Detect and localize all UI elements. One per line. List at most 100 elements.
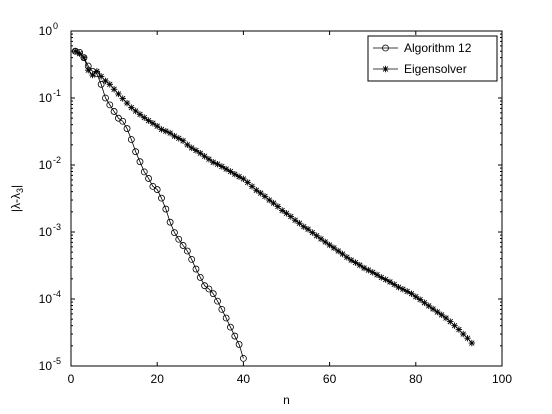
star-stroke (72, 48, 79, 54)
y-tick-base: 10 (39, 158, 53, 172)
star-stroke (292, 217, 298, 223)
star-stroke (141, 114, 147, 121)
data-point-algorithm-12 (149, 182, 157, 190)
star-stroke (167, 130, 173, 136)
data-point-algorithm-12 (175, 235, 183, 243)
star-stroke (214, 161, 221, 167)
star-stroke (176, 135, 182, 142)
data-point-eigensolver (240, 175, 247, 183)
data-point-eigensolver (313, 232, 320, 239)
star-stroke (365, 267, 372, 273)
star-stroke (309, 229, 316, 236)
star-stroke (115, 91, 122, 97)
data-point-eigensolver (110, 86, 118, 93)
star-stroke (382, 276, 389, 283)
y-axis-label-main: |λ-λ (9, 193, 23, 212)
y-tick-label: 10 (39, 225, 53, 239)
data-point-eigensolver (184, 141, 191, 149)
star-stroke (197, 150, 204, 156)
y-tick-base: 10 (39, 359, 53, 373)
data-point-eigensolver (317, 235, 325, 243)
y-axis-label: |λ-λ3| (9, 185, 25, 212)
data-point-algorithm-12 (196, 274, 204, 281)
star-stroke (158, 126, 165, 133)
y-tick-base: 10 (39, 225, 53, 239)
star-stroke (296, 220, 303, 226)
data-point-eigensolver (149, 120, 157, 127)
data-point-eigensolver (339, 250, 346, 258)
y-tick-exponent: 0 (53, 21, 58, 31)
star-stroke (447, 318, 453, 325)
star-stroke (270, 200, 277, 206)
star-stroke (150, 120, 156, 126)
data-point-algorithm-12 (162, 205, 170, 213)
star-stroke (180, 138, 186, 144)
star-stroke (163, 128, 169, 134)
data-point-eigensolver (335, 247, 342, 255)
data-point-algorithm-12 (132, 148, 140, 156)
star-stroke (111, 86, 117, 92)
data-point-eigensolver (197, 150, 204, 157)
data-point-eigensolver (119, 95, 126, 102)
data-point-algorithm-12 (209, 290, 217, 298)
star-stroke (369, 269, 376, 276)
y-tick-exponent: -4 (53, 289, 61, 299)
star-stroke (201, 153, 208, 159)
data-point-algorithm-12 (183, 247, 191, 255)
x-tick-label: 60 (323, 372, 337, 386)
data-point-eigensolver (304, 226, 312, 233)
data-point-algorithm-12 (239, 354, 247, 362)
data-point-eigensolver (192, 147, 200, 154)
star-stroke (244, 179, 251, 186)
y-tick-exponent: -5 (53, 356, 61, 366)
star-stroke (253, 187, 260, 193)
data-point-eigensolver (80, 54, 88, 61)
star-stroke (124, 100, 130, 106)
data-point-eigensolver (309, 229, 316, 236)
data-point-eigensolver (429, 305, 437, 313)
series-eigensolver (72, 47, 476, 347)
data-point-algorithm-12 (106, 101, 114, 109)
data-point-algorithm-12 (127, 136, 135, 143)
data-point-eigensolver (451, 322, 458, 329)
data-point-algorithm-12 (140, 168, 148, 176)
data-point-algorithm-12 (145, 175, 152, 182)
data-point-algorithm-12 (179, 242, 187, 249)
star-stroke (361, 265, 367, 271)
star-stroke (232, 171, 238, 177)
star-stroke (120, 95, 126, 102)
y-tick-label: 10 (39, 292, 53, 306)
data-point-eigensolver (287, 213, 295, 220)
star-stroke (283, 210, 290, 217)
data-point-eigensolver (123, 99, 131, 107)
star-stroke (374, 272, 380, 278)
star-stroke (301, 223, 307, 230)
star-stroke (417, 296, 423, 303)
data-point-eigensolver (89, 71, 96, 79)
data-point-algorithm-12 (119, 117, 127, 125)
star-stroke (434, 309, 441, 315)
star-stroke (378, 274, 385, 281)
star-stroke (94, 68, 100, 75)
star-stroke (469, 340, 475, 346)
star-stroke (404, 288, 410, 295)
y-tick-label: 10 (39, 24, 53, 38)
y-tick-label: 10 (39, 91, 53, 105)
data-point-eigensolver (326, 241, 333, 249)
data-point-eigensolver (274, 203, 282, 210)
data-point-eigensolver (356, 261, 363, 269)
y-tick-label: 10 (39, 158, 53, 172)
data-point-eigensolver (408, 290, 415, 297)
star-stroke (395, 284, 402, 290)
data-point-algorithm-12 (192, 265, 200, 273)
data-point-eigensolver (261, 193, 269, 200)
plot-series (71, 47, 476, 362)
star-stroke (357, 262, 363, 268)
data-point-eigensolver (421, 299, 428, 306)
data-point-eigensolver (278, 207, 286, 214)
data-point-eigensolver (145, 117, 152, 124)
data-point-eigensolver (283, 210, 290, 217)
y-axis-label-subscript: 3 (15, 188, 25, 193)
star-stroke (81, 54, 87, 61)
